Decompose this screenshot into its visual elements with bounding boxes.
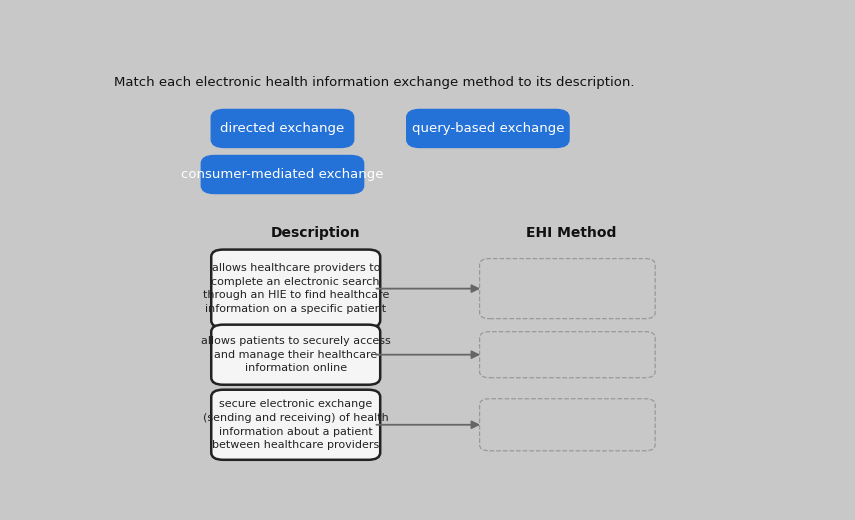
Text: Description: Description — [271, 226, 361, 240]
Text: Match each electronic health information exchange method to its description.: Match each electronic health information… — [114, 76, 634, 89]
FancyBboxPatch shape — [201, 155, 363, 193]
Text: secure electronic exchange
(sending and receiving) of health
information about a: secure electronic exchange (sending and … — [203, 399, 389, 450]
FancyBboxPatch shape — [211, 250, 380, 328]
FancyBboxPatch shape — [480, 332, 655, 378]
Text: query-based exchange: query-based exchange — [411, 122, 564, 135]
FancyBboxPatch shape — [211, 109, 354, 148]
FancyBboxPatch shape — [480, 258, 655, 319]
Text: EHI Method: EHI Method — [526, 226, 616, 240]
FancyBboxPatch shape — [407, 109, 569, 148]
Text: consumer-mediated exchange: consumer-mediated exchange — [181, 168, 384, 181]
Text: allows patients to securely access
and manage their healthcare
information onlin: allows patients to securely access and m… — [201, 336, 391, 373]
Text: allows healthcare providers to
complete an electronic search
through an HIE to f: allows healthcare providers to complete … — [203, 263, 389, 314]
FancyBboxPatch shape — [211, 389, 380, 460]
Text: directed exchange: directed exchange — [221, 122, 345, 135]
FancyBboxPatch shape — [211, 324, 380, 385]
FancyBboxPatch shape — [480, 399, 655, 451]
